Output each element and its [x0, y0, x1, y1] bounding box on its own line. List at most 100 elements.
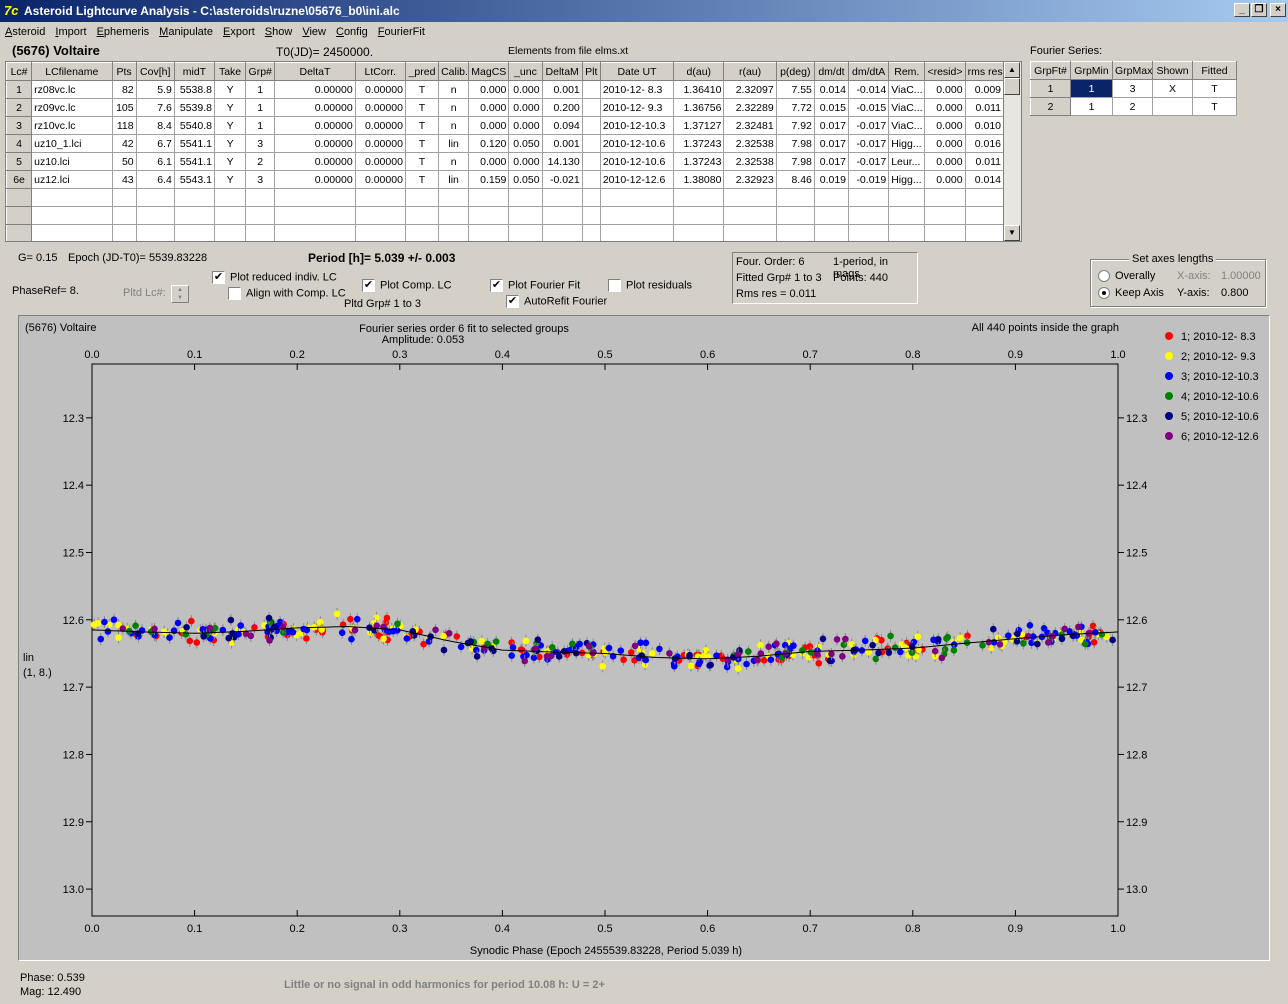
table-cell[interactable]: [468, 188, 510, 207]
table-cell[interactable]: 0.000: [508, 80, 543, 99]
table-cell[interactable]: [964, 188, 1005, 207]
table-cell[interactable]: 0.019: [813, 170, 850, 189]
table-cell[interactable]: [213, 224, 247, 241]
menu-item-import[interactable]: Import: [55, 26, 87, 38]
table-cell[interactable]: [673, 206, 725, 225]
table-cell[interactable]: 1.36410: [673, 80, 725, 99]
table-cell[interactable]: Higg...: [888, 134, 926, 153]
table-cell[interactable]: 0.00000: [274, 152, 356, 171]
table-cell[interactable]: 2: [245, 152, 276, 171]
y-axis-value[interactable]: 0.800: [1221, 287, 1249, 299]
table-cell[interactable]: [673, 224, 725, 241]
table-cell[interactable]: [581, 170, 601, 189]
table-cell[interactable]: 8.4: [135, 116, 175, 135]
column-header[interactable]: Rem.: [888, 62, 926, 81]
column-header[interactable]: r(au): [723, 62, 777, 81]
overally-radio[interactable]: Overally: [1098, 270, 1155, 283]
table-cell[interactable]: 5541.1: [173, 134, 216, 153]
fourier-column-header[interactable]: Shown: [1152, 61, 1193, 80]
pltd-lc-spinner[interactable]: ▲ ▼: [171, 285, 189, 303]
table-row-empty[interactable]: [6, 188, 1005, 207]
menu-item-show[interactable]: Show: [264, 26, 293, 38]
table-cell[interactable]: [541, 206, 583, 225]
menu-item-manipulate[interactable]: Manipulate: [159, 26, 213, 38]
table-cell[interactable]: [245, 188, 276, 207]
table-cell[interactable]: 0.00000: [274, 134, 356, 153]
table-cell[interactable]: -0.019: [848, 170, 890, 189]
table-cell[interactable]: [135, 188, 175, 207]
table-cell[interactable]: 50: [111, 152, 137, 171]
column-header[interactable]: Pts: [111, 62, 137, 81]
table-cell[interactable]: 0.001: [541, 80, 583, 99]
table-cell[interactable]: [404, 224, 440, 241]
table-cell[interactable]: 0.200: [541, 98, 583, 117]
table-cell[interactable]: 0.014: [813, 80, 850, 99]
fourier-cell[interactable]: 2: [1030, 97, 1071, 116]
menu-item-export[interactable]: Export: [222, 26, 255, 38]
table-cell[interactable]: 1.37127: [673, 116, 725, 135]
table-cell[interactable]: [135, 206, 175, 225]
column-header[interactable]: dm/dtA: [848, 62, 890, 81]
table-cell[interactable]: 3: [245, 170, 276, 189]
table-cell[interactable]: 0.00000: [354, 170, 406, 189]
table-cell[interactable]: rz09vc.lc: [31, 98, 113, 117]
column-header[interactable]: rms res: [964, 62, 1005, 81]
table-cell[interactable]: 1: [6, 80, 33, 99]
table-cell[interactable]: 2.32538: [723, 152, 777, 171]
table-cell[interactable]: [775, 188, 815, 207]
table-cell[interactable]: [599, 224, 675, 241]
table-cell[interactable]: [111, 206, 137, 225]
lc-table-scrollbar[interactable]: ▲ ▼: [1003, 62, 1021, 241]
fourier-cell[interactable]: T: [1192, 97, 1237, 116]
column-header[interactable]: midT: [173, 62, 216, 81]
table-cell[interactable]: 0.015: [813, 98, 850, 117]
column-header[interactable]: _pred: [404, 62, 440, 81]
table-cell[interactable]: Y: [213, 170, 247, 189]
table-cell[interactable]: [274, 188, 356, 207]
table-cell[interactable]: [354, 188, 406, 207]
table-cell[interactable]: -0.015: [848, 98, 890, 117]
table-cell[interactable]: [135, 224, 175, 241]
table-cell[interactable]: [888, 224, 926, 241]
table-row-empty[interactable]: [6, 206, 1005, 225]
table-cell[interactable]: [813, 206, 850, 225]
menu-item-asteroid[interactable]: Asteroid: [5, 26, 46, 38]
table-cell[interactable]: 2.32923: [723, 170, 777, 189]
plot-reduced-checkbox[interactable]: ✔ Plot reduced indiv. LC: [212, 271, 337, 284]
fourier-cell[interactable]: X: [1152, 79, 1193, 98]
table-cell[interactable]: [541, 224, 583, 241]
table-cell[interactable]: Y: [213, 152, 247, 171]
column-header[interactable]: MagCS: [468, 62, 510, 81]
table-cell[interactable]: [274, 224, 356, 241]
table-cell[interactable]: 1: [245, 116, 276, 135]
table-cell[interactable]: 0.011: [964, 152, 1005, 171]
table-cell[interactable]: 5543.1: [173, 170, 216, 189]
table-cell[interactable]: 0.010: [964, 116, 1005, 135]
plot-fourier-checkbox[interactable]: ✔ Plot Fourier Fit: [490, 279, 581, 292]
table-cell[interactable]: 0.011: [964, 98, 1005, 117]
table-cell[interactable]: [508, 206, 543, 225]
table-cell[interactable]: 2.32481: [723, 116, 777, 135]
table-cell[interactable]: n: [438, 80, 470, 99]
table-cell[interactable]: uz12.lci: [31, 170, 113, 189]
table-cell[interactable]: [245, 224, 276, 241]
table-cell[interactable]: [581, 188, 601, 207]
table-cell[interactable]: 0.050: [508, 134, 543, 153]
table-cell[interactable]: 0.120: [468, 134, 510, 153]
table-cell[interactable]: [438, 206, 470, 225]
table-cell[interactable]: 7.6: [135, 98, 175, 117]
autorefit-checkbox[interactable]: ✔ AutoRefit Fourier: [506, 295, 608, 308]
table-cell[interactable]: [723, 224, 777, 241]
table-cell[interactable]: 3: [6, 116, 33, 135]
table-cell[interactable]: [848, 224, 890, 241]
table-cell[interactable]: [581, 98, 601, 117]
column-header[interactable]: Calib.: [438, 62, 470, 81]
keep-axis-radio[interactable]: Keep Axis: [1098, 287, 1164, 300]
menu-item-ephemeris[interactable]: Ephemeris: [96, 26, 150, 38]
column-header[interactable]: Take: [213, 62, 247, 81]
table-cell[interactable]: [581, 116, 601, 135]
table-cell[interactable]: [173, 188, 216, 207]
table-cell[interactable]: [813, 224, 850, 241]
